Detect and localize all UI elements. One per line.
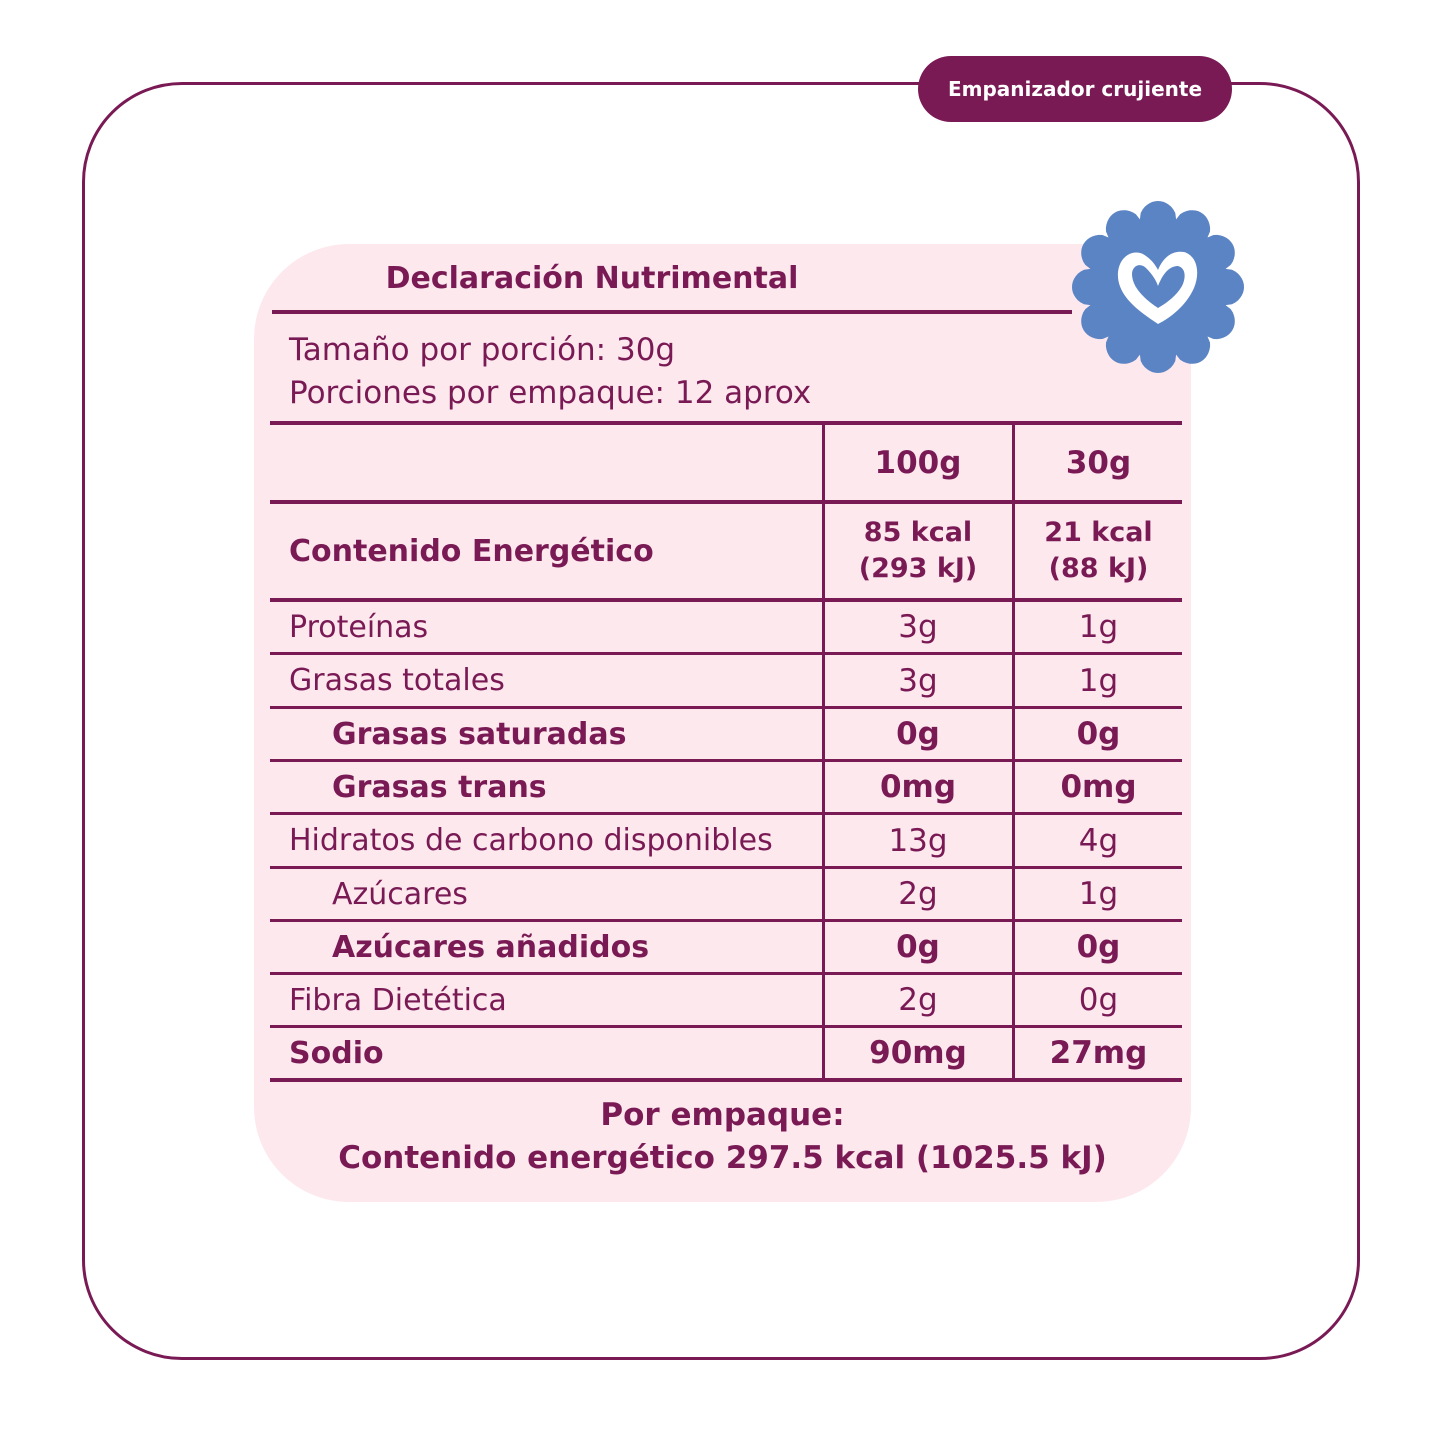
nutrient-label: Azúcares añadidos xyxy=(332,929,650,965)
row-divider xyxy=(270,866,1182,869)
table-row: Grasas totales 3g 1g xyxy=(270,655,1182,706)
value-per-100g: 13g xyxy=(888,822,948,859)
table-top-rule xyxy=(270,421,1182,425)
value-per-serving: 0g xyxy=(1076,929,1121,965)
nutrition-panel xyxy=(254,244,1191,1202)
value-per-100g: 90mg xyxy=(869,1035,967,1071)
package-energy-heading: Por empaque: xyxy=(600,1097,845,1133)
nutrient-label: Fibra Dietética xyxy=(289,982,507,1018)
row-divider xyxy=(270,812,1182,815)
nutrient-label: Azúcares xyxy=(332,876,468,912)
energy-per-100g: 85 kcal (293 kJ) xyxy=(825,504,1011,598)
product-tag: Empanizador crujiente xyxy=(918,56,1232,122)
value-per-100g: 0g xyxy=(896,929,940,965)
table-row: Sodio 90mg 27mg xyxy=(270,1028,1182,1078)
value-per-serving: 1g xyxy=(1078,876,1119,912)
value-per-100g: 3g xyxy=(898,662,938,699)
column-divider xyxy=(822,423,825,1081)
value-per-100g: 3g xyxy=(898,609,938,645)
table-row: Azúcares 2g 1g xyxy=(270,869,1182,919)
column-header-100g: 100g xyxy=(874,444,962,481)
table-row: Grasas saturadas 0g 0g xyxy=(270,709,1182,759)
value-per-100g: 0g xyxy=(896,716,940,752)
nutrient-label: Grasas totales xyxy=(289,663,505,698)
table-header-row: 100g 30g xyxy=(270,425,1182,500)
outer-frame xyxy=(82,82,1360,1360)
row-divider xyxy=(270,972,1182,975)
value-per-serving: 0g xyxy=(1078,982,1119,1018)
value-per-serving: 0g xyxy=(1076,716,1121,752)
row-divider xyxy=(270,1025,1182,1028)
energy-per-100g-kj: (293 kJ) xyxy=(858,553,978,584)
value-per-serving: 1g xyxy=(1078,609,1119,645)
heart-badge-icon xyxy=(1072,201,1244,373)
energy-per-serving-kcal: 21 kcal xyxy=(1044,517,1153,548)
table-row: Fibra Dietética 2g 0g xyxy=(270,975,1182,1025)
table-row: Hidratos de carbono disponibles 13g 4g xyxy=(270,815,1182,866)
energy-per-serving-kj: (88 kJ) xyxy=(1048,553,1149,584)
table-row: Grasas trans 0mg 0mg xyxy=(270,762,1182,812)
nutrient-label: Sodio xyxy=(289,1035,384,1071)
nutrient-label: Grasas trans xyxy=(332,769,547,805)
value-per-serving: 1g xyxy=(1078,662,1119,699)
table-row: Proteínas 3g 1g xyxy=(270,602,1182,652)
package-energy-value: Contenido energético 297.5 kcal (1025.5 … xyxy=(338,1140,1107,1176)
row-divider xyxy=(270,706,1182,709)
column-header-serving: 30g xyxy=(1065,444,1132,481)
value-per-100g: 2g xyxy=(898,982,938,1018)
title-divider xyxy=(272,310,1072,314)
row-divider xyxy=(270,598,1182,602)
serving-size: Tamaño por porción: 30g xyxy=(289,332,676,368)
energy-per-100g-kcal: 85 kcal xyxy=(863,517,973,548)
value-per-serving: 0mg xyxy=(1060,769,1137,805)
servings-per-package: Porciones por empaque: 12 aprox xyxy=(289,375,812,411)
row-divider xyxy=(270,759,1182,762)
table-bottom-rule xyxy=(270,1078,1182,1082)
energy-per-serving: 21 kcal (88 kJ) xyxy=(1015,504,1182,598)
row-divider xyxy=(270,919,1182,922)
nutrient-label: Proteínas xyxy=(289,609,429,645)
panel-title: Declaración Nutrimental xyxy=(385,261,799,296)
nutrient-label: Hidratos de carbono disponibles xyxy=(289,823,773,858)
energy-label: Contenido Energético xyxy=(289,533,654,569)
energy-row: Contenido Energético 85 kcal (293 kJ) 21… xyxy=(270,504,1182,598)
value-per-100g: 2g xyxy=(898,876,938,912)
table-row: Azúcares añadidos 0g 0g xyxy=(270,922,1182,972)
row-divider xyxy=(270,652,1182,655)
header-rule xyxy=(270,500,1182,504)
value-per-100g: 0mg xyxy=(879,769,957,805)
value-per-serving: 4g xyxy=(1078,822,1119,859)
column-divider xyxy=(1012,423,1015,1081)
nutrient-label: Grasas saturadas xyxy=(332,716,627,752)
value-per-serving: 27mg xyxy=(1049,1035,1148,1071)
